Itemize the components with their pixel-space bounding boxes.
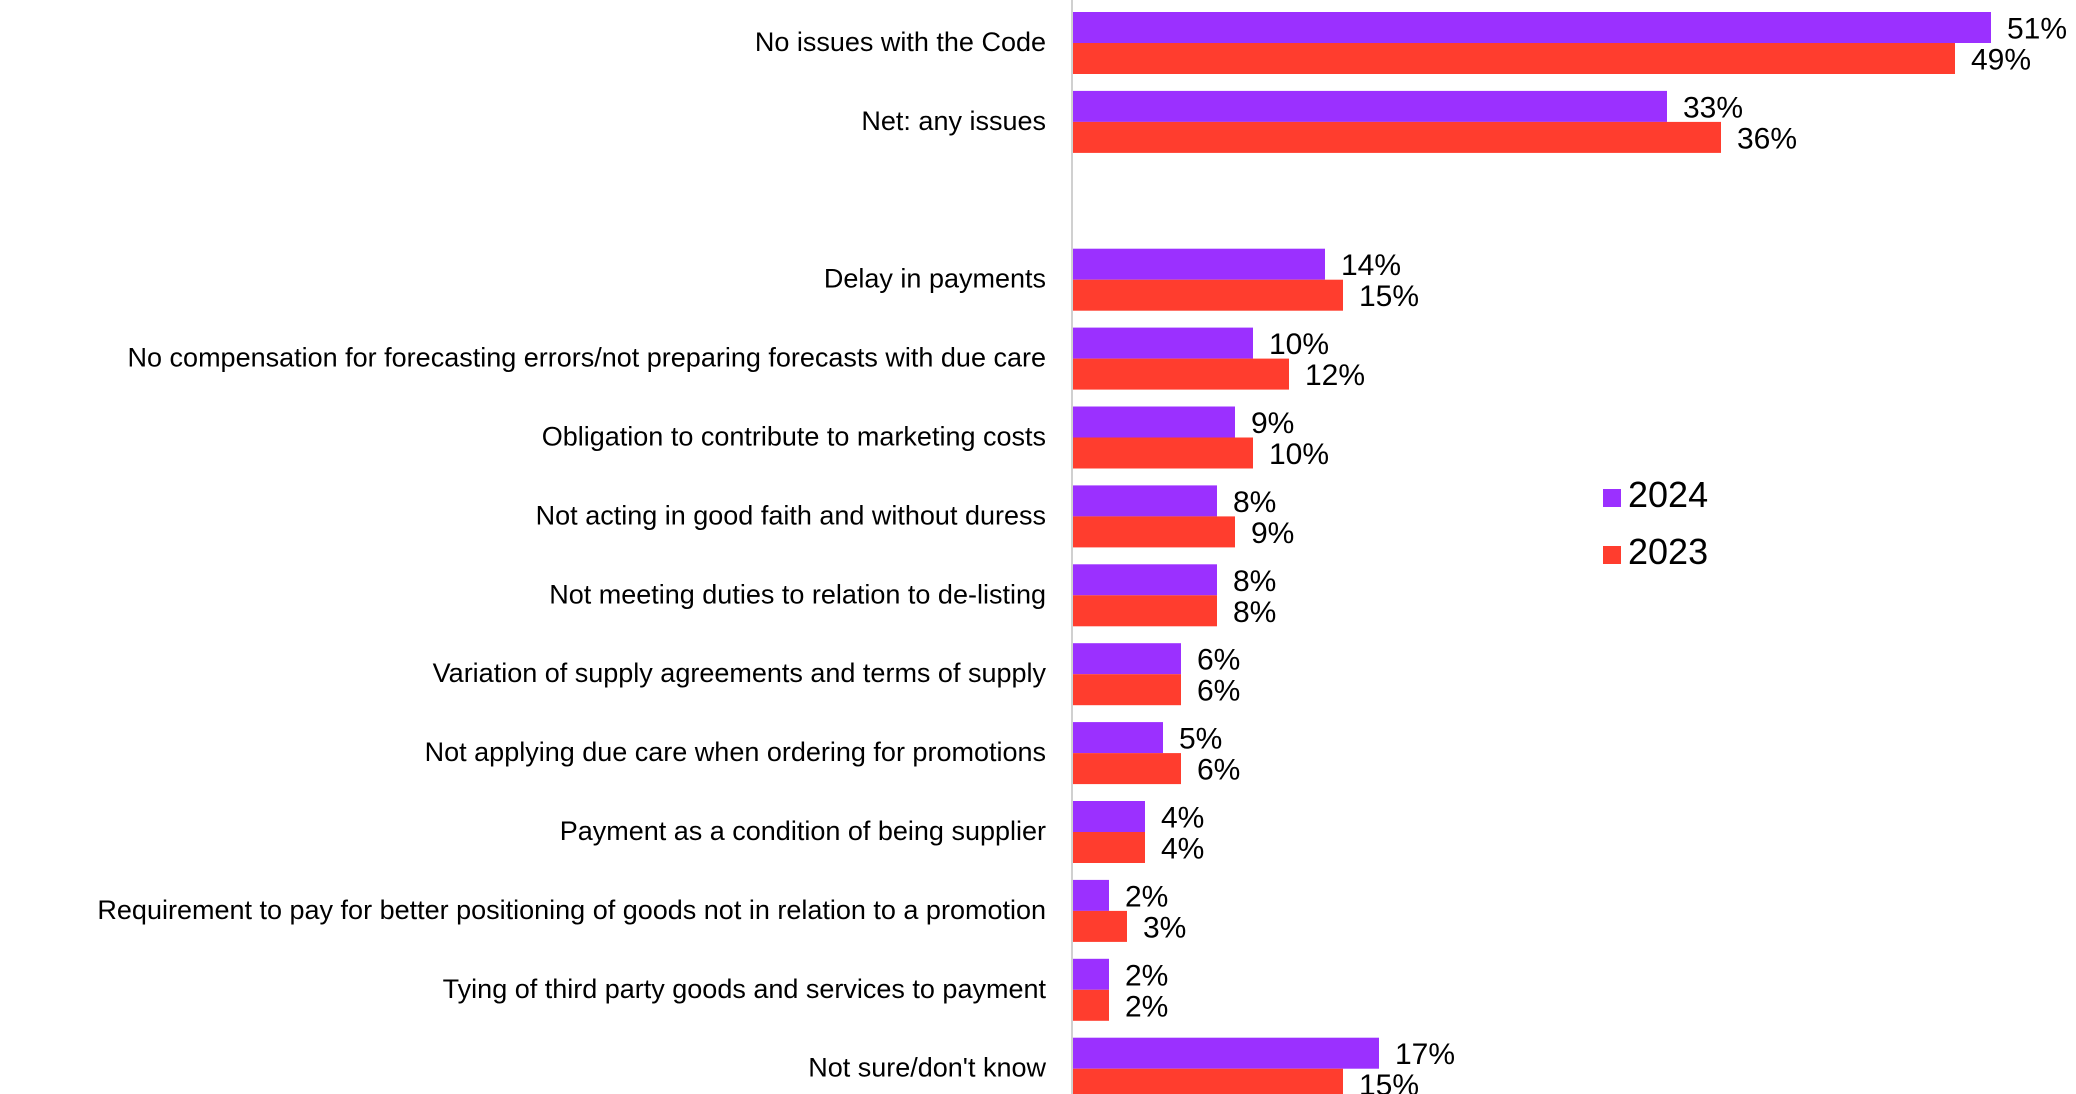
value-label-2024: 4% [1161,802,1204,835]
bar-2024 [1073,879,1109,911]
value-label-2023: 15% [1359,1069,1419,1094]
bar-2024 [1073,90,1667,122]
value-label-2023: 9% [1251,517,1294,550]
bar-2024 [1073,406,1235,438]
bar-2023 [1073,1068,1343,1094]
category-label: Not applying due care when ordering for … [425,737,1046,767]
bar-2023 [1073,43,1955,74]
value-label-2024: 9% [1251,407,1294,440]
value-label-2024: 8% [1233,565,1276,598]
bar-2023 [1073,989,1109,1021]
value-label-2024: 14% [1341,249,1401,282]
legend-swatch-2023 [1603,546,1621,564]
category-label: Not meeting duties to relation to de-lis… [549,579,1046,609]
value-label-2023: 36% [1737,122,1797,155]
value-label-2023: 49% [1971,44,2031,77]
category-label: Not acting in good faith and without dur… [536,500,1046,530]
bar-2024 [1073,248,1325,280]
category-label: Not sure/don't know [808,1053,1046,1083]
value-label-2023: 12% [1305,359,1365,392]
labels-layer: No issues with the Code 51%49% Net: any is… [97,13,2067,1094]
bar-2023 [1073,595,1217,627]
value-label-2024: 17% [1395,1038,1455,1071]
value-label-2023: 15% [1359,280,1419,313]
value-label-2024: 5% [1179,723,1222,756]
category-label: Payment as a condition of being supplier [560,816,1046,846]
bar-2024 [1073,801,1145,832]
value-label-2024: 6% [1197,644,1240,677]
value-label-2024: 2% [1125,880,1168,913]
category-label: Variation of supply agreements and terms… [433,658,1047,688]
legend-swatch-2024 [1603,489,1621,507]
value-label-2023: 6% [1197,754,1240,787]
bar-2024 [1073,1037,1379,1069]
category-label: Net: any issues [861,106,1046,136]
bar-2023 [1073,516,1235,548]
legend-label-2023: 2023 [1628,531,1708,572]
value-label-2023: 2% [1125,990,1168,1023]
category-label: No compensation for forecasting errors/n… [128,343,1046,373]
legend: 2024 2023 [1603,474,1708,572]
bar-2024 [1073,564,1217,596]
value-label-2023: 4% [1161,833,1204,866]
bar-2024 [1073,485,1217,517]
value-label-2023: 10% [1269,438,1329,471]
value-label-2024: 51% [2007,13,2067,46]
bar-2023 [1073,674,1181,706]
bar-2023 [1073,437,1253,469]
bars-layer [1073,12,1991,1094]
value-label-2024: 10% [1269,328,1329,361]
category-label: Obligation to contribute to marketing co… [542,422,1046,452]
bar-2023 [1073,753,1181,785]
category-label: Tying of third party goods and services … [443,974,1047,1004]
bar-2023 [1073,832,1145,863]
value-label-2024: 33% [1683,91,1743,124]
value-label-2023: 3% [1143,911,1186,944]
value-label-2023: 6% [1197,675,1240,708]
bar-2024 [1073,327,1253,359]
category-label: Delay in payments [824,264,1046,294]
legend-label-2024: 2024 [1628,474,1708,515]
category-label: Requirement to pay for better positionin… [97,895,1046,925]
bar-2023 [1073,279,1343,311]
value-label-2024: 8% [1233,486,1276,519]
bar-2023 [1073,121,1721,153]
bar-2024 [1073,722,1163,754]
bar-2023 [1073,910,1127,942]
bar-2023 [1073,358,1289,390]
category-label: No issues with the Code [755,27,1046,57]
bar-2024 [1073,12,1991,43]
value-label-2024: 2% [1125,959,1168,992]
bar-2024 [1073,958,1109,990]
bar-2024 [1073,643,1181,675]
value-label-2023: 8% [1233,596,1276,629]
